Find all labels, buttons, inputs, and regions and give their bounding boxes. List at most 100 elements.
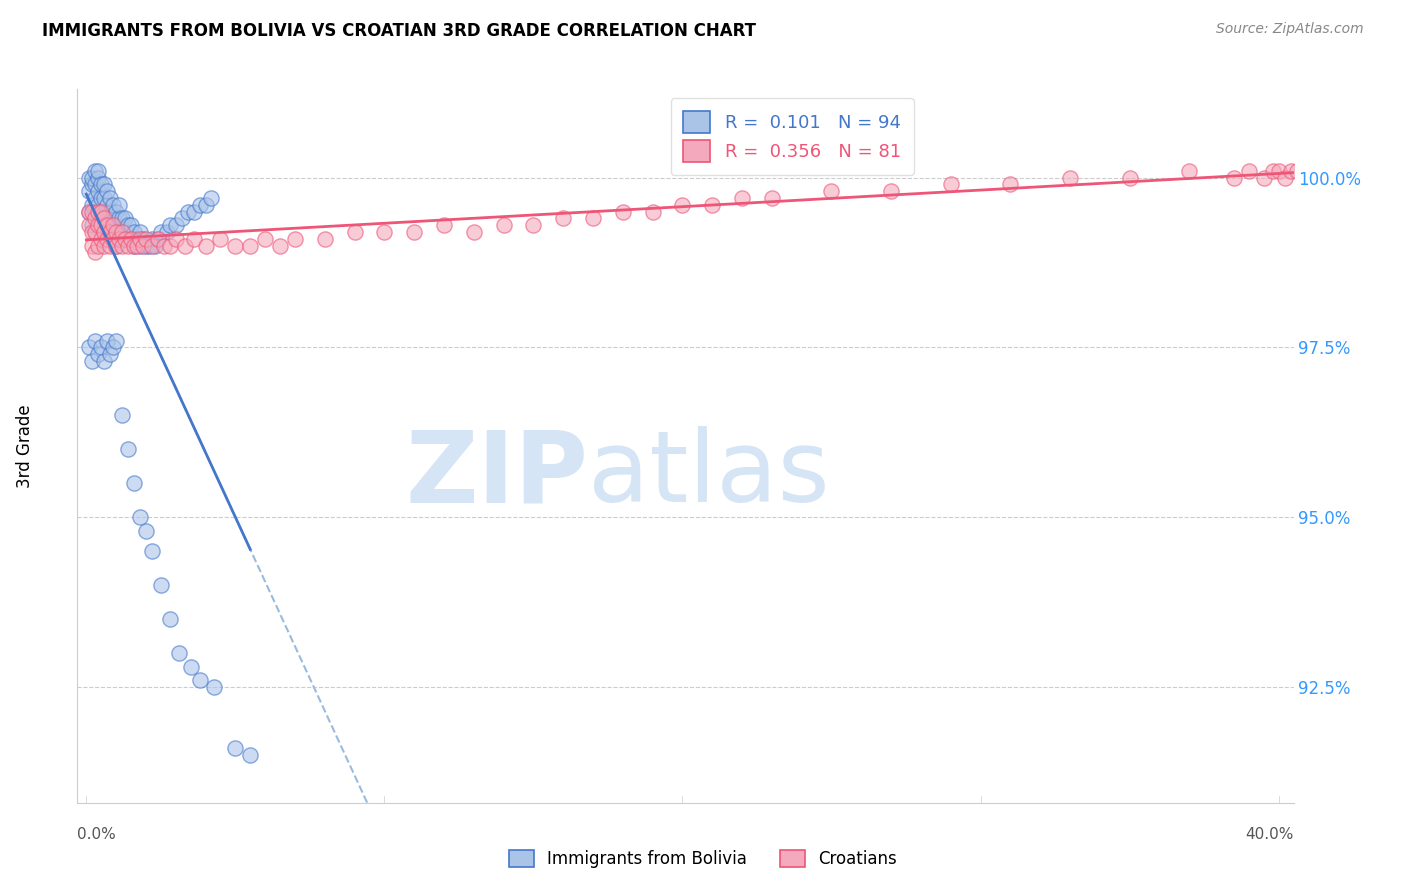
Point (129, 225, 152, 239)
Point (96, 184, 118, 198)
Point (165, 232, 187, 246)
Point (101, 232, 124, 246)
Point (284, 232, 307, 246)
Point (820, 184, 842, 198)
Point (82, 204, 104, 219)
Point (90, 218, 112, 232)
Point (105, 218, 128, 232)
Point (105, 204, 128, 219)
Point (194, 238, 217, 252)
Point (167, 646, 190, 660)
Point (880, 184, 903, 198)
Point (105, 225, 128, 239)
Point (87, 204, 110, 219)
Point (122, 238, 145, 252)
Point (96, 218, 118, 232)
Point (404, 225, 426, 239)
Point (122, 238, 145, 252)
Point (612, 204, 634, 219)
Point (87, 184, 110, 198)
Point (146, 232, 169, 246)
Point (96, 334, 118, 348)
Point (138, 238, 160, 252)
Point (183, 204, 205, 219)
Text: Source: ZipAtlas.com: Source: ZipAtlas.com (1216, 22, 1364, 37)
Text: 40.0%: 40.0% (1246, 827, 1294, 841)
Point (82, 178, 104, 192)
Point (1178, 163, 1201, 178)
Point (135, 232, 157, 246)
Point (117, 238, 139, 252)
Point (939, 178, 962, 192)
Point (159, 218, 181, 232)
Point (84, 204, 107, 219)
Point (114, 211, 136, 226)
Point (98, 347, 121, 361)
Point (87, 347, 110, 361)
Point (90, 204, 112, 219)
Point (93, 225, 115, 239)
Text: 0.0%: 0.0% (77, 827, 117, 841)
Point (132, 232, 155, 246)
Point (194, 198, 217, 212)
Point (1237, 163, 1260, 178)
Point (108, 198, 131, 212)
Point (84, 178, 107, 192)
Point (254, 232, 277, 246)
Point (87, 211, 110, 226)
Point (82, 198, 104, 212)
Point (1223, 170, 1246, 185)
Point (96, 232, 118, 246)
Point (93, 354, 115, 368)
Point (553, 211, 575, 226)
Point (90, 218, 112, 232)
Point (641, 204, 664, 219)
Legend: Immigrants from Bolivia, Croatians: Immigrants from Bolivia, Croatians (502, 843, 904, 875)
Point (96, 211, 118, 226)
Point (98, 238, 121, 252)
Point (77, 341, 100, 355)
Text: ZIP: ZIP (405, 426, 588, 523)
Point (101, 232, 124, 246)
Point (93, 225, 115, 239)
Point (141, 238, 163, 252)
Point (105, 238, 128, 252)
Point (105, 334, 128, 348)
Point (101, 198, 124, 212)
Point (114, 225, 136, 239)
Point (98, 204, 121, 219)
Point (77, 170, 100, 185)
Point (143, 238, 166, 252)
Point (96, 198, 118, 212)
Point (108, 211, 131, 226)
Point (188, 673, 211, 688)
Point (84, 225, 107, 239)
Point (343, 225, 366, 239)
Point (141, 544, 163, 558)
Point (90, 232, 112, 246)
Point (82, 354, 104, 368)
Point (77, 204, 100, 219)
Point (87, 238, 110, 252)
Point (84, 163, 107, 178)
Point (82, 225, 104, 239)
Point (111, 211, 134, 226)
Point (87, 218, 110, 232)
Point (239, 238, 262, 252)
Point (149, 578, 172, 592)
Point (433, 218, 456, 232)
Point (176, 204, 198, 219)
Point (1000, 178, 1022, 192)
Point (84, 211, 107, 226)
Point (152, 238, 174, 252)
Point (159, 612, 181, 626)
Point (98, 225, 121, 239)
Point (101, 218, 124, 232)
Point (122, 225, 145, 239)
Point (90, 341, 112, 355)
Point (90, 204, 112, 219)
Point (1267, 163, 1289, 178)
Point (173, 238, 195, 252)
Point (1279, 163, 1302, 178)
Point (125, 238, 148, 252)
